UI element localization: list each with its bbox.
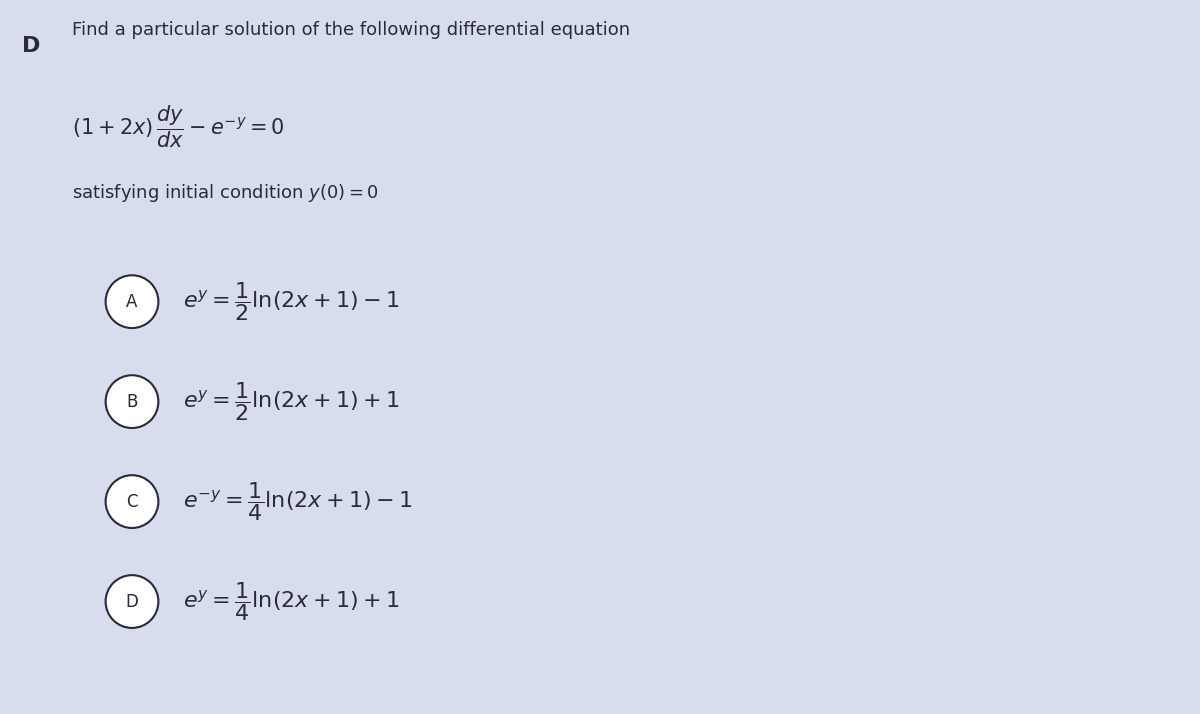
Text: $e^y=\dfrac{1}{4}\ln(2x+1)+1$: $e^y=\dfrac{1}{4}\ln(2x+1)+1$ [182,580,400,623]
Ellipse shape [106,575,158,628]
Text: Find a particular solution of the following differential equation: Find a particular solution of the follow… [72,21,630,39]
Text: C: C [126,493,138,511]
Text: $e^{-y}=\dfrac{1}{4}\ln(2x+1)-1$: $e^{-y}=\dfrac{1}{4}\ln(2x+1)-1$ [182,480,413,523]
Text: $e^y=\dfrac{1}{2}\ln(2x+1)-1$: $e^y=\dfrac{1}{2}\ln(2x+1)-1$ [182,280,400,323]
Text: $e^y=\dfrac{1}{2}\ln(2x+1)+1$: $e^y=\dfrac{1}{2}\ln(2x+1)+1$ [182,380,400,423]
Text: D: D [22,36,40,56]
Text: satisfying initial condition $y(0)=0$: satisfying initial condition $y(0)=0$ [72,182,379,204]
Ellipse shape [106,476,158,528]
Text: B: B [126,393,138,411]
Ellipse shape [106,276,158,328]
Text: D: D [126,593,138,610]
Ellipse shape [106,376,158,428]
Text: $(1+2x)\,\dfrac{dy}{dx}-e^{-y}=0$: $(1+2x)\,\dfrac{dy}{dx}-e^{-y}=0$ [72,104,284,150]
Text: A: A [126,293,138,311]
